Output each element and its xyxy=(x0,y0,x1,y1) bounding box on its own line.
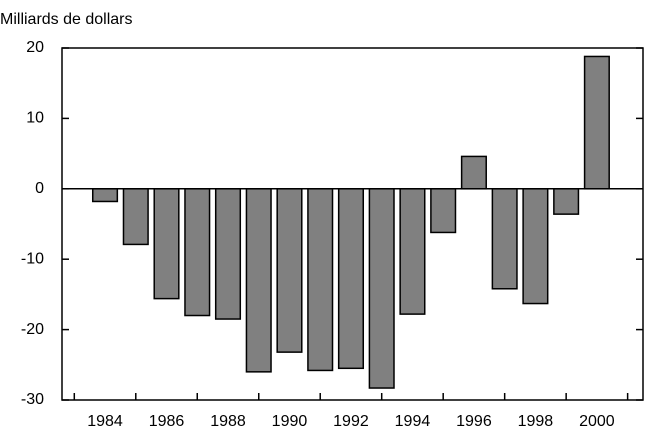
bar xyxy=(583,55,610,190)
bar xyxy=(430,188,457,234)
y-tick-label: 0 xyxy=(35,180,44,197)
bar xyxy=(122,188,149,246)
x-tick-label: 1990 xyxy=(272,413,308,430)
bar xyxy=(522,188,549,305)
y-tick-label: 20 xyxy=(26,39,44,56)
bar xyxy=(460,155,487,190)
bar xyxy=(307,188,334,372)
x-tick-label: 1988 xyxy=(210,413,246,430)
bar xyxy=(368,188,395,389)
x-tick-label: 1996 xyxy=(456,413,492,430)
plot-frame xyxy=(61,47,644,401)
bar xyxy=(276,188,303,353)
x-tick-label: 1994 xyxy=(395,413,431,430)
bar xyxy=(245,188,272,373)
y-tick-label: -30 xyxy=(21,391,44,408)
y-tick-label: 10 xyxy=(26,110,44,127)
bar xyxy=(153,188,180,300)
x-tick-label: 2000 xyxy=(579,413,615,430)
x-tick-label: 1998 xyxy=(518,413,554,430)
y-tick-label: -10 xyxy=(21,250,44,267)
bar xyxy=(491,188,518,290)
bar xyxy=(553,188,580,215)
bar xyxy=(337,188,365,370)
bar xyxy=(399,188,426,315)
bar xyxy=(214,188,242,320)
x-tick-label: 1992 xyxy=(333,413,369,430)
x-tick-label: 1984 xyxy=(87,413,123,430)
bar xyxy=(184,188,211,317)
y-tick-label: -20 xyxy=(21,321,44,338)
bar xyxy=(91,188,119,203)
y-axis-label: Milliards de dollars xyxy=(0,11,133,28)
x-tick-label: 1986 xyxy=(149,413,185,430)
